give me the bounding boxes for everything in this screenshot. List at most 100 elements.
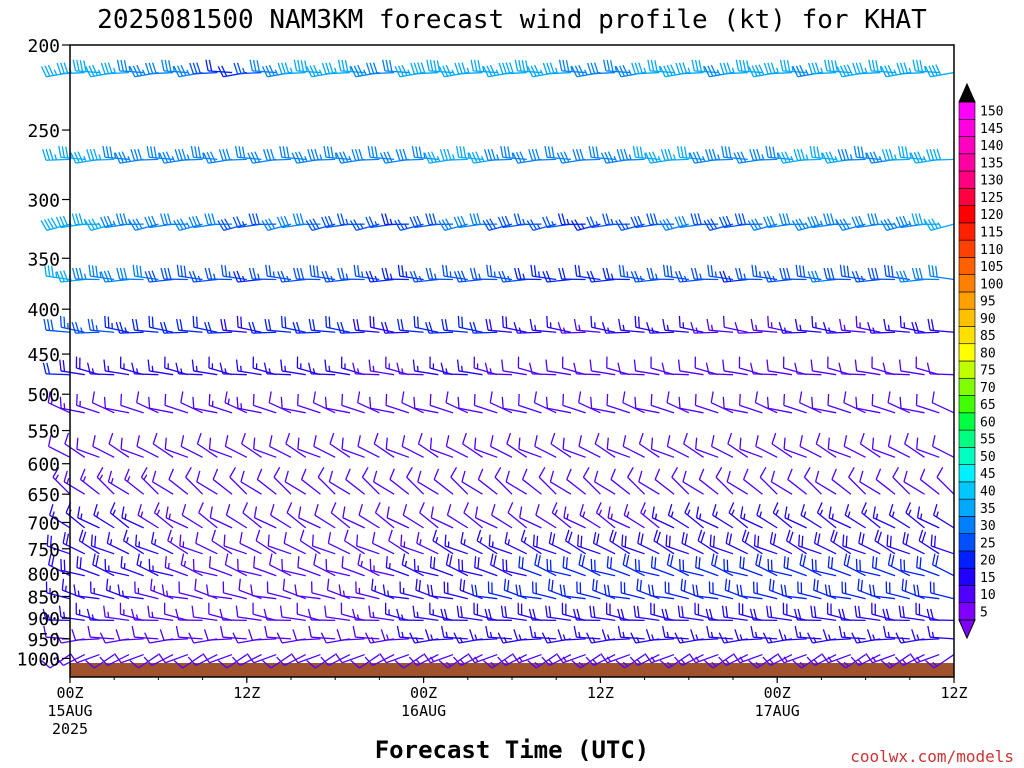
barb-feather [738,213,743,225]
barb-feather [385,437,388,450]
barb-staff [610,478,631,495]
barb-half-feather [113,67,117,74]
barb-feather [861,533,865,545]
wind-barb [462,432,483,458]
barb-feather [179,218,187,229]
wind-barb [90,581,115,600]
barb-feather [473,393,476,406]
barb-feather [573,362,578,374]
barb-feather [270,148,275,161]
barb-staff [534,564,557,577]
barb-feather [197,146,202,159]
wind-barb [482,64,513,78]
wind-barb [488,534,513,555]
barb-half-feather [63,611,66,618]
wind-barb [63,470,86,495]
barb-feather [814,470,820,483]
wind-barb [755,435,778,458]
barb-feather [556,152,563,164]
barb-feather [341,437,344,450]
barb-feather [321,216,327,228]
barb-half-feather [834,156,839,162]
barb-feather [936,467,944,478]
wind-barb [647,584,675,600]
barb-feather [341,556,344,568]
wind-barb [175,625,203,640]
wind-barb [460,531,483,555]
barb-staff [356,223,380,231]
barb-feather [46,319,51,331]
plot-frame [69,44,955,678]
barb-feather [47,391,51,403]
barb-feather [103,359,106,371]
wind-barb [297,437,321,458]
barb-feather [266,149,272,161]
wind-barb [690,213,719,226]
barb-feather [425,213,430,225]
barb-feather [882,608,887,621]
barb-feather [914,321,920,334]
barb-staff [828,566,852,577]
barb-feather [429,267,434,280]
barb-feather [551,533,556,545]
barb-staff [109,512,130,529]
barb-feather [63,316,66,329]
wind-barb [645,629,675,641]
wind-barb [754,391,778,414]
barb-staff [401,402,424,414]
barb-feather [43,625,47,638]
barb-feather [353,65,360,77]
barb-feather [669,265,673,278]
barb-feather [735,59,740,72]
barb-feather [527,66,534,78]
wind-barb [281,558,306,577]
barb-feather [559,584,563,596]
barb-feather [385,556,388,568]
barb-feather [698,557,701,569]
barb-staff [80,478,100,495]
barb-feather [248,267,253,280]
barb-staff [841,329,866,333]
wind-barb [365,270,395,283]
wind-barb [401,391,424,414]
barb-feather [75,267,80,280]
wind-barb [660,148,689,161]
barb-staff [797,329,822,333]
barb-staff [503,569,527,577]
wind-barb [233,62,262,75]
wind-barb [911,213,940,226]
wind-barb [61,578,85,600]
barb-half-feather [445,368,448,375]
barb-feather [76,437,79,450]
barb-feather [64,432,70,445]
wind-barb [235,605,262,622]
barb-feather [386,151,393,163]
wind-barb [606,393,631,414]
barb-staff [149,569,174,577]
barb-feather [374,502,381,514]
barb-feather [754,391,759,403]
barb-feather [487,149,493,161]
barb-feather [296,213,301,225]
barb-feather [659,220,667,231]
barb-staff [164,613,189,621]
barb-half-feather [51,511,55,518]
barb-feather [638,62,643,74]
barb-staff [222,158,247,161]
barb-feather [787,468,793,480]
barb-feather [382,59,386,72]
barb-staff [255,540,277,555]
wind-barb [913,584,940,600]
barb-feather [512,152,519,164]
barb-staff [652,517,675,529]
barb-feather [501,270,507,282]
barb-staff [635,407,660,414]
wind-barb [406,467,425,495]
barb-feather [164,556,167,568]
wind-barb [749,148,778,161]
barb-half-feather [330,275,334,282]
barb-staff [473,595,498,600]
wind-barb [766,605,793,622]
colorbar-label: 130 [980,174,1003,189]
barb-half-feather [860,275,865,282]
